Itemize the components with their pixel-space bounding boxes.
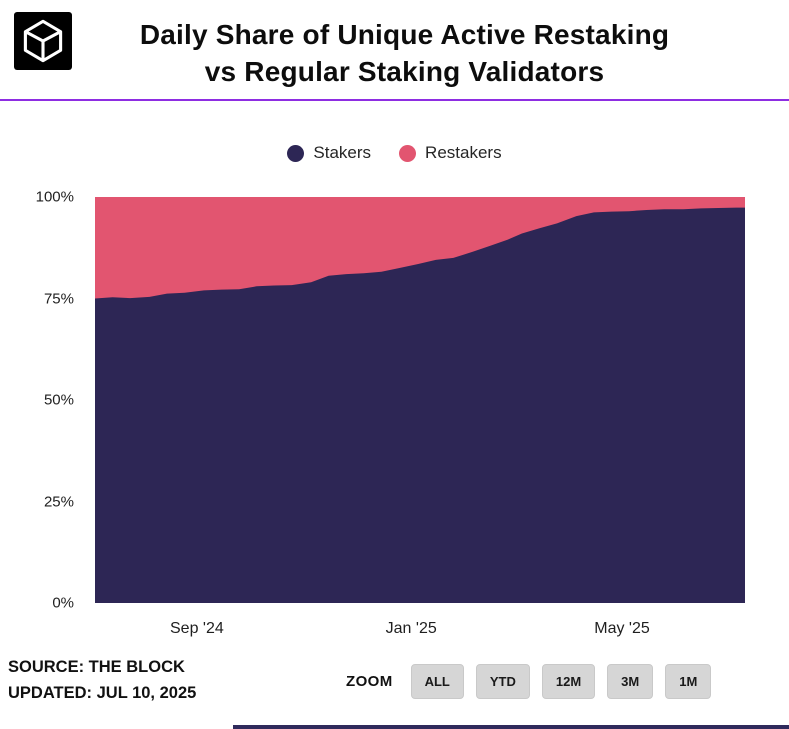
area-chart[interactable] bbox=[95, 197, 745, 603]
source-label: SOURCE: THE BLOCK bbox=[8, 658, 185, 676]
legend-label: Restakers bbox=[425, 143, 502, 162]
y-axis-label: 75% bbox=[43, 290, 74, 307]
chart-title-line2: vs Regular Staking Validators bbox=[204, 56, 605, 87]
y-axis-label: 0% bbox=[52, 594, 74, 612]
x-axis-label: Jan '25 bbox=[385, 620, 437, 637]
zoom-button-1m[interactable]: 1M bbox=[665, 664, 712, 699]
legend-item-restakers[interactable]: Restakers bbox=[399, 143, 502, 163]
legend-item-stakers[interactable]: Stakers bbox=[287, 143, 371, 163]
y-axis-label: 100% bbox=[35, 188, 74, 206]
the-block-logo[interactable] bbox=[14, 12, 72, 70]
zoom-controls: ZOOM ALL YTD 12M 3M 1M bbox=[346, 664, 712, 699]
zoom-button-all[interactable]: ALL bbox=[410, 664, 464, 699]
zoom-button-3m[interactable]: 3M bbox=[607, 664, 654, 699]
bottom-edge-bar bbox=[233, 725, 789, 729]
y-axis-label: 25% bbox=[43, 493, 74, 510]
cube-icon bbox=[14, 12, 72, 70]
x-axis-label: Sep '24 bbox=[170, 620, 224, 637]
chart-legend: Stakers Restakers bbox=[0, 143, 789, 163]
y-axis-label: 50% bbox=[43, 391, 74, 409]
x-axis: Sep '24 Jan '25 May '25 bbox=[95, 620, 745, 646]
attribution: SOURCE: THE BLOCK UPDATED: JUL 10, 2025 bbox=[8, 654, 196, 706]
chart-title: Daily Share of Unique Active Restaking v… bbox=[70, 16, 739, 90]
x-axis-label: May '25 bbox=[594, 620, 650, 637]
legend-dot-icon bbox=[287, 144, 305, 162]
chart-title-line1: Daily Share of Unique Active Restaking bbox=[139, 19, 670, 50]
zoom-label: ZOOM bbox=[346, 673, 393, 690]
stacked-area-svg bbox=[95, 197, 745, 603]
updated-label: UPDATED: JUL 10, 2025 bbox=[8, 684, 197, 702]
legend-dot-icon bbox=[399, 144, 417, 162]
legend-label: Stakers bbox=[313, 143, 372, 162]
accent-divider bbox=[0, 99, 789, 101]
zoom-button-ytd[interactable]: YTD bbox=[475, 664, 530, 699]
y-axis: 0% 25% 50% 75% 100% bbox=[0, 189, 84, 612]
zoom-button-12m[interactable]: 12M bbox=[541, 664, 596, 699]
